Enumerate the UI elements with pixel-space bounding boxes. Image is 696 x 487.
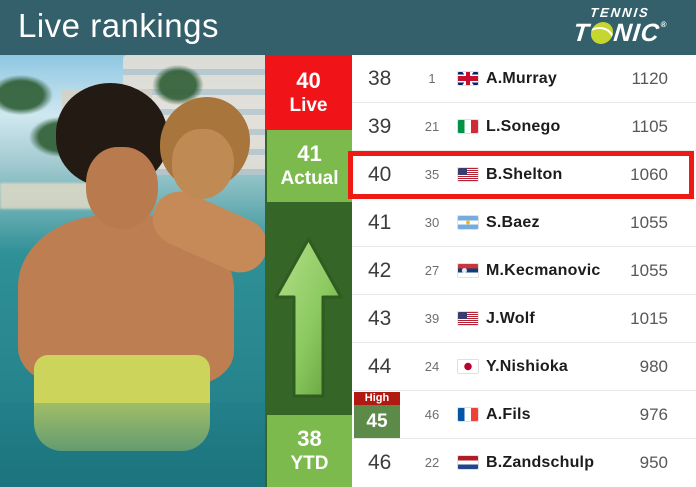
ranking-row: 44 24 Y.Nishioka 980 <box>352 343 696 391</box>
rank: 44 <box>368 354 392 378</box>
photo-companion-face <box>172 129 234 199</box>
points: 1015 <box>630 308 668 328</box>
player-name: S.Baez <box>486 213 540 231</box>
ranking-row: 46 22 B.Zandschulp 950 <box>352 439 696 486</box>
photo-water <box>0 403 265 487</box>
rank: 45 <box>354 405 400 438</box>
rank: 43 <box>368 306 392 330</box>
rank-up-arrow-icon <box>273 235 344 400</box>
page-title: Live rankings <box>18 7 219 44</box>
ranking-row: 43 39 J.Wolf 1015 <box>352 295 696 343</box>
country-flag-icon <box>458 264 478 277</box>
live-rank-label: Live <box>289 94 328 116</box>
header-bar: Live rankings TENNIS T NIC ® <box>0 0 696 55</box>
ytd-rank-value: 38 <box>297 426 322 451</box>
rank: 38 <box>368 66 392 90</box>
live-rank-box: 40 Live <box>265 55 352 130</box>
secondary-number: 46 <box>424 407 440 422</box>
logo-letter-t: T <box>571 19 592 47</box>
ranking-row: 41 30 S.Baez 1055 <box>352 199 696 247</box>
country-flag-icon <box>458 216 478 229</box>
points: 1120 <box>631 68 668 88</box>
rankings-table: 38 1 A.Murray 1120 39 21 L.Sonego 1105 4… <box>348 55 696 487</box>
points: 1060 <box>630 164 668 184</box>
country-flag-icon <box>458 72 478 85</box>
player-photo <box>0 55 265 487</box>
secondary-number: 39 <box>424 311 440 326</box>
secondary-number: 35 <box>424 167 440 182</box>
rank: 40 <box>368 162 392 186</box>
player-name: M.Kecmanovic <box>486 261 601 279</box>
ranking-row: 39 21 L.Sonego 1105 <box>352 103 696 151</box>
tennis-tonic-logo: TENNIS T NIC ® <box>556 5 684 51</box>
actual-rank-label: Actual <box>280 168 339 189</box>
secondary-number: 21 <box>424 119 440 134</box>
player-name: L.Sonego <box>486 117 561 135</box>
points: 976 <box>639 404 668 424</box>
registered-mark: ® <box>660 20 668 29</box>
ytd-rank-box: 38 YTD <box>267 415 352 487</box>
secondary-number: 30 <box>424 215 440 230</box>
ranking-row-career-high: High 45 46 A.Fils 976 <box>352 391 696 439</box>
actual-rank-value: 41 <box>297 141 322 166</box>
career-high-badge: High 45 <box>354 392 400 438</box>
points: 1055 <box>630 212 668 232</box>
rank: 46 <box>368 450 392 474</box>
rank: 41 <box>368 210 392 234</box>
player-name: A.Murray <box>486 69 557 87</box>
logo-letters-nic: NIC <box>612 19 662 47</box>
points: 1105 <box>631 116 668 136</box>
secondary-number: 27 <box>424 263 440 278</box>
photo-player-face <box>86 147 158 229</box>
points: 980 <box>639 356 668 376</box>
country-flag-icon <box>458 360 478 373</box>
player-name: A.Fils <box>486 405 531 423</box>
rank-summary-column: 40 Live 41 Actual 38 YTD <box>265 55 352 487</box>
ytd-rank-label: YTD <box>290 453 329 474</box>
player-name: J.Wolf <box>486 309 535 327</box>
ranking-row: 38 1 A.Murray 1120 <box>352 55 696 103</box>
player-name: B.Shelton <box>486 165 563 183</box>
live-rank-value: 40 <box>296 67 321 93</box>
points: 1055 <box>630 260 668 280</box>
secondary-number: 1 <box>428 71 436 86</box>
points: 950 <box>639 452 668 472</box>
photo-palm-tree <box>0 73 56 117</box>
player-name: Y.Nishioka <box>486 357 569 375</box>
player-name: B.Zandschulp <box>486 453 595 471</box>
logo-word-tonic: T NIC ® <box>555 19 686 47</box>
country-flag-icon <box>458 168 478 181</box>
actual-rank-box: 41 Actual <box>267 130 352 202</box>
rank: 42 <box>368 258 392 282</box>
secondary-number: 22 <box>424 455 440 470</box>
rank: 39 <box>368 114 392 138</box>
country-flag-icon <box>458 456 478 469</box>
country-flag-icon <box>458 312 478 325</box>
tennis-ball-icon <box>589 22 614 44</box>
secondary-number: 24 <box>424 359 440 374</box>
career-high-label: High <box>354 392 400 405</box>
country-flag-icon <box>458 120 478 133</box>
ranking-row-highlighted: 40 35 B.Shelton 1060 <box>348 151 696 199</box>
ranking-row: 42 27 M.Kecmanovic 1055 <box>352 247 696 295</box>
country-flag-icon <box>458 408 478 421</box>
